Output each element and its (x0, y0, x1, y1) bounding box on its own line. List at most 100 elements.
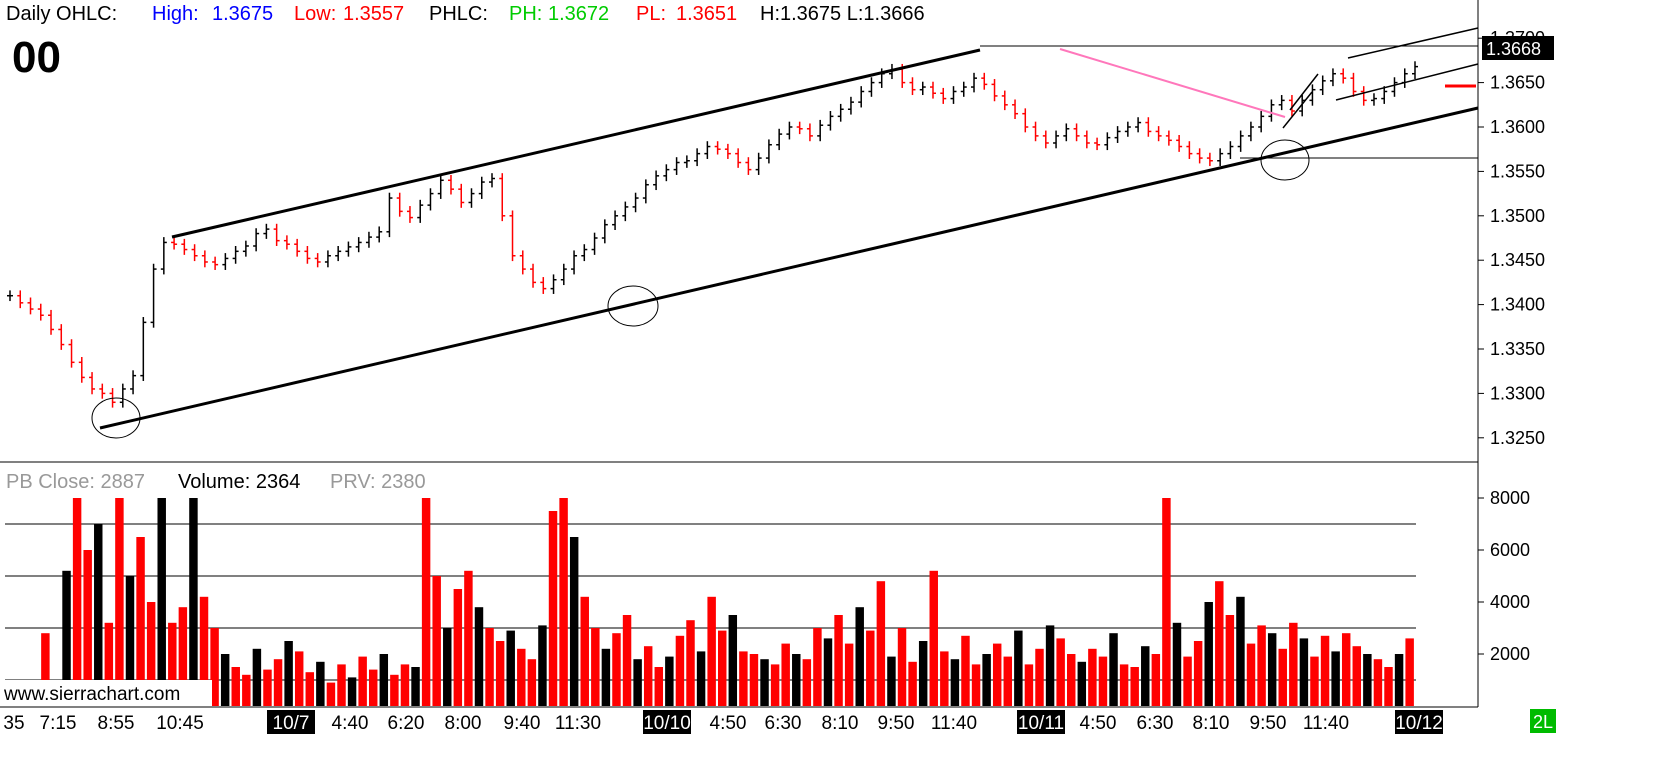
volume-bar (125, 576, 135, 706)
price-tick-label: 1.3400 (1490, 295, 1545, 315)
volume-axis: 8000 6000 4000 2000 (1478, 488, 1530, 664)
volume-bar (421, 498, 431, 706)
volume-bar (1341, 633, 1351, 706)
volume-bar (887, 656, 896, 706)
header-label: Daily OHLC: (6, 3, 117, 25)
header-ph-label: PH: (509, 3, 542, 25)
small-channel-line-a (1289, 73, 1319, 111)
volume-bar (792, 654, 801, 706)
volume-bar (474, 607, 484, 706)
volume-bar (1320, 635, 1330, 706)
volume-bar (178, 607, 188, 706)
time-label: 11:40 (1303, 713, 1349, 734)
price-tick-label: 1.3550 (1490, 161, 1545, 181)
volume-bar (1045, 625, 1055, 706)
volume-bar (136, 537, 145, 706)
volume-bar (992, 643, 1002, 706)
date-label-box (1017, 710, 1065, 734)
volume-bar (231, 667, 240, 706)
volume-bar (961, 635, 970, 706)
time-label: 8:10 (1193, 713, 1230, 734)
volume-bar (654, 667, 664, 706)
volume-bar (1003, 656, 1013, 706)
volume-bar (1077, 661, 1087, 706)
volume-bar (855, 607, 864, 706)
volume-bar (718, 630, 727, 706)
volume-bar (591, 628, 600, 706)
volume-bar (1289, 622, 1298, 706)
volume-tick-label: 8000 (1490, 488, 1530, 508)
volume-bar (1267, 633, 1277, 706)
volume-bar (770, 664, 780, 706)
volume-bar (929, 570, 938, 706)
header-hl-text: H:1.3675 L:1.3666 (760, 3, 925, 25)
volume-bar (1014, 630, 1023, 706)
volume-bar (390, 674, 399, 706)
volume-bar (760, 659, 769, 706)
price-marker-text: 1.3668 (1486, 39, 1541, 59)
prv-text: PRV: 2380 (330, 471, 426, 493)
price-tick-label: 1.3250 (1490, 428, 1545, 448)
volume-bar (834, 615, 843, 706)
volume-bar (168, 622, 177, 706)
volume-bar (918, 641, 928, 706)
corner-label: 2L (1533, 712, 1553, 732)
volume-bar (358, 656, 367, 706)
volume-bar (284, 641, 293, 706)
volume-bar (369, 669, 378, 706)
volume-bar (908, 661, 917, 706)
time-label: 8:00 (445, 713, 482, 734)
date-label-box (643, 710, 691, 734)
volume-bar (517, 648, 526, 706)
time-label: 9:50 (878, 713, 915, 734)
price-tick-label: 1.3600 (1490, 117, 1545, 137)
volume-bar (559, 498, 568, 706)
low-circle-3 (1260, 139, 1310, 181)
volume-bar (844, 643, 854, 706)
time-label: 11:30 (555, 713, 601, 734)
low-circle-2 (607, 285, 659, 327)
time-label: 4:50 (1080, 713, 1117, 734)
volume-bar (273, 659, 283, 706)
volume-bar (94, 524, 103, 706)
time-label: 9:40 (504, 713, 541, 734)
volume-bar (950, 659, 960, 706)
time-label: 8:10 (822, 713, 859, 734)
upper-small-channel-b (1335, 63, 1479, 101)
date-label-box (1395, 710, 1443, 734)
time-label: 11:40 (931, 713, 977, 734)
volume-bar (157, 498, 166, 706)
time-label: 9:50 (1250, 713, 1287, 734)
volume-bar (548, 511, 558, 706)
time-label: 8:55 (98, 713, 135, 734)
watermark: www.sierrachart.com (3, 684, 180, 705)
volume-bar (1331, 651, 1340, 706)
volume-tick-label: 6000 (1490, 540, 1530, 560)
volume-bar (707, 596, 716, 706)
volume-bar (1109, 633, 1118, 706)
volume-bar (400, 664, 410, 706)
volume-bar (802, 659, 812, 706)
volume-bar (199, 596, 209, 706)
volume-bar (443, 628, 452, 706)
volume-bar (305, 672, 315, 706)
volume-bar (1162, 498, 1171, 706)
volume-bar (115, 498, 124, 706)
volume-bar (62, 570, 71, 706)
header-pl-value: 1.3651 (676, 3, 737, 25)
volume-bar (495, 641, 505, 706)
price-tick-label: 1.3450 (1490, 250, 1545, 270)
time-label: 35 (3, 713, 24, 734)
volume-bar (643, 646, 653, 706)
volume-bar (601, 648, 611, 706)
volume-bar (569, 537, 579, 706)
volume-bar (1193, 641, 1203, 706)
volume-bar (1215, 581, 1224, 706)
volume-bar (527, 659, 537, 706)
volume-bar (1119, 664, 1129, 706)
volume-bar (432, 576, 441, 706)
lower-channel-line (99, 106, 1479, 430)
volume-bar (622, 615, 632, 706)
volume-bar (220, 654, 230, 706)
